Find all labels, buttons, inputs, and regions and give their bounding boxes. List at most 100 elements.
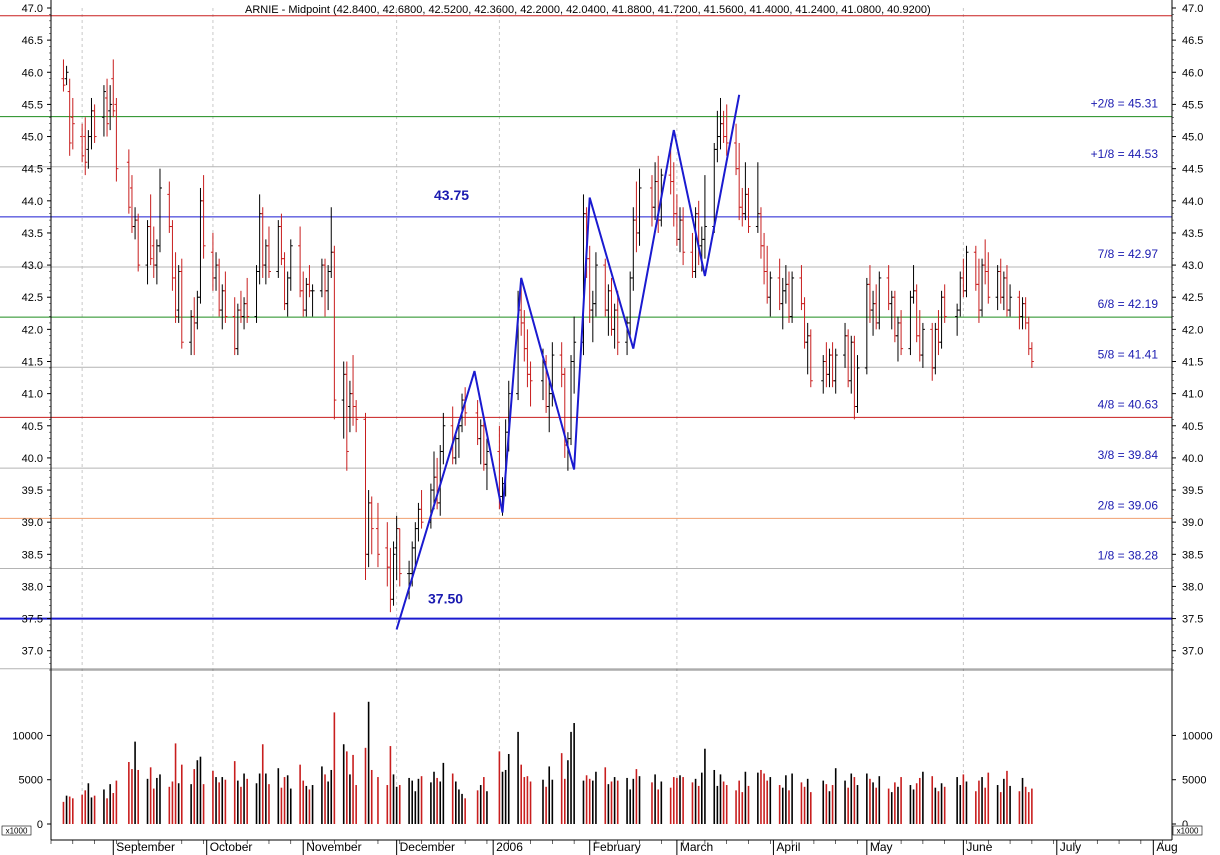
ohlc-bar — [108, 85, 113, 131]
ohlc-bar — [266, 226, 271, 278]
ohlc-bar — [61, 59, 66, 92]
ohlc-bar — [942, 284, 947, 323]
month-label: April — [776, 840, 800, 854]
month-label: March — [680, 840, 713, 854]
level-label: +1/8 = 44.53 — [1091, 147, 1159, 161]
level-label: 1/8 = 38.28 — [1098, 548, 1159, 562]
ohlc-bar — [746, 187, 751, 233]
price-tick-label-left: 43.5 — [22, 228, 43, 240]
grid-layer — [81, 8, 964, 824]
level-label: 3/8 = 39.84 — [1098, 448, 1159, 462]
volume-tick-label-right: 10000 — [1182, 730, 1213, 742]
ohlc-bar — [702, 175, 707, 259]
price-tick-label-right: 45.5 — [1182, 99, 1203, 111]
ohlc-bar — [724, 104, 729, 156]
volume-tick-label-left: 5000 — [19, 775, 43, 787]
price-tick-label-right: 44.5 — [1182, 164, 1203, 176]
price-tick-label-left: 37.5 — [22, 614, 43, 626]
level-label-43-75: 43.75 — [434, 187, 469, 203]
ohlc-bar — [344, 361, 349, 471]
price-tick-label-left: 37.0 — [22, 646, 43, 658]
level-label: 5/8 = 41.41 — [1098, 347, 1159, 361]
ohlc-bar — [148, 194, 153, 266]
month-label: June — [966, 840, 992, 854]
ohlc-bar — [877, 271, 882, 330]
price-tick-label-right: 42.0 — [1182, 324, 1203, 336]
ohlc-bar — [223, 271, 228, 323]
level-label: 6/8 = 42.19 — [1098, 297, 1159, 311]
price-tick-label-left: 46.0 — [22, 67, 43, 79]
ohlc-bar — [111, 59, 116, 118]
ohlc-bar — [67, 78, 72, 156]
ohlc-bar — [179, 258, 184, 349]
ohlc-bar — [615, 290, 620, 356]
price-tick-label-left: 39.5 — [22, 485, 43, 497]
ohlc-bar — [92, 104, 97, 143]
price-tick-label-left: 38.5 — [22, 549, 43, 561]
price-tick-label-right: 46.5 — [1182, 35, 1203, 47]
month-label: February — [593, 840, 641, 854]
ohlc-bar — [288, 239, 293, 291]
ohlc-bar — [964, 245, 969, 298]
price-tick-label-left: 44.0 — [22, 196, 43, 208]
level-label: 7/8 = 42.97 — [1098, 247, 1159, 261]
price-tick-label-right: 44.0 — [1182, 196, 1203, 208]
price-tick-label-left: 45.0 — [22, 132, 43, 144]
price-tick-label-right: 43.5 — [1182, 228, 1203, 240]
ohlc-bar — [126, 149, 131, 214]
ohlc-bar — [484, 438, 489, 491]
ohlc-bar — [899, 310, 904, 356]
price-tick-label-left: 46.5 — [22, 35, 43, 47]
ohlc-bar — [173, 252, 178, 323]
ohlc-bar — [1008, 284, 1013, 317]
zigzag-line — [395, 94, 741, 630]
price-tick-label-right: 45.0 — [1182, 132, 1203, 144]
level-label-37-50: 37.50 — [428, 591, 463, 607]
ohlc-bar — [768, 271, 773, 317]
month-label: May — [870, 840, 893, 854]
price-tick-label-left: 45.5 — [22, 99, 43, 111]
ohlc-bar — [114, 97, 119, 182]
scale-box-label: x1000 — [6, 827, 28, 836]
price-tick-label-right: 46.0 — [1182, 67, 1203, 79]
scale-box-label: x1000 — [1177, 827, 1199, 836]
ohlc-bar — [397, 528, 402, 587]
scale-box-frame — [1, 825, 32, 836]
volume-tick-label-right: 0 — [1182, 819, 1188, 831]
ohlc-bar — [986, 252, 991, 304]
price-tick-label-right: 42.5 — [1182, 292, 1203, 304]
price-tick-label-left: 41.0 — [22, 389, 43, 401]
level-label: +2/8 = 45.31 — [1091, 97, 1159, 111]
price-tick-label-right: 47.0 — [1182, 3, 1203, 15]
ohlc-bar — [1029, 342, 1034, 368]
ohlc-bar — [528, 361, 533, 407]
price-tick-label-left: 42.5 — [22, 292, 43, 304]
chart-title: ARNIE - Midpoint (42.8400, 42.6800, 42.5… — [245, 4, 931, 16]
ohlc-bar — [136, 213, 141, 272]
ohlc-bar — [70, 97, 75, 150]
ohlc-bar — [391, 541, 396, 606]
month-label: October — [210, 840, 253, 854]
ohlc-bar — [83, 117, 88, 176]
month-label: September — [116, 840, 175, 854]
ohlc-bar — [80, 123, 85, 163]
ohlc-bar — [790, 271, 795, 323]
month-label: November — [306, 840, 361, 854]
scale-box-frame — [1172, 825, 1203, 836]
price-tick-label-left: 39.0 — [22, 517, 43, 529]
ohlc-bar — [572, 316, 577, 394]
level-label: 2/8 = 39.06 — [1098, 498, 1159, 512]
ohlc-bar — [310, 284, 315, 317]
labels-layer: 47.0 47.0 46.5 46.5 46.0 46.0 45.5 45.5 45.0 45.0… — [1, 3, 1213, 854]
volume-bars — [62, 701, 1033, 824]
price-tick-label-left: 47.0 — [22, 3, 43, 15]
price-tick-label-right: 40.0 — [1182, 453, 1203, 465]
month-label: 2006 — [496, 840, 523, 854]
ohlc-bar — [593, 252, 598, 317]
ohlc-bar — [441, 412, 446, 465]
price-tick-label-right: 37.5 — [1182, 614, 1203, 626]
month-label: Aug — [1156, 840, 1177, 854]
volume-scale-box-right: x1000 — [1172, 825, 1203, 836]
